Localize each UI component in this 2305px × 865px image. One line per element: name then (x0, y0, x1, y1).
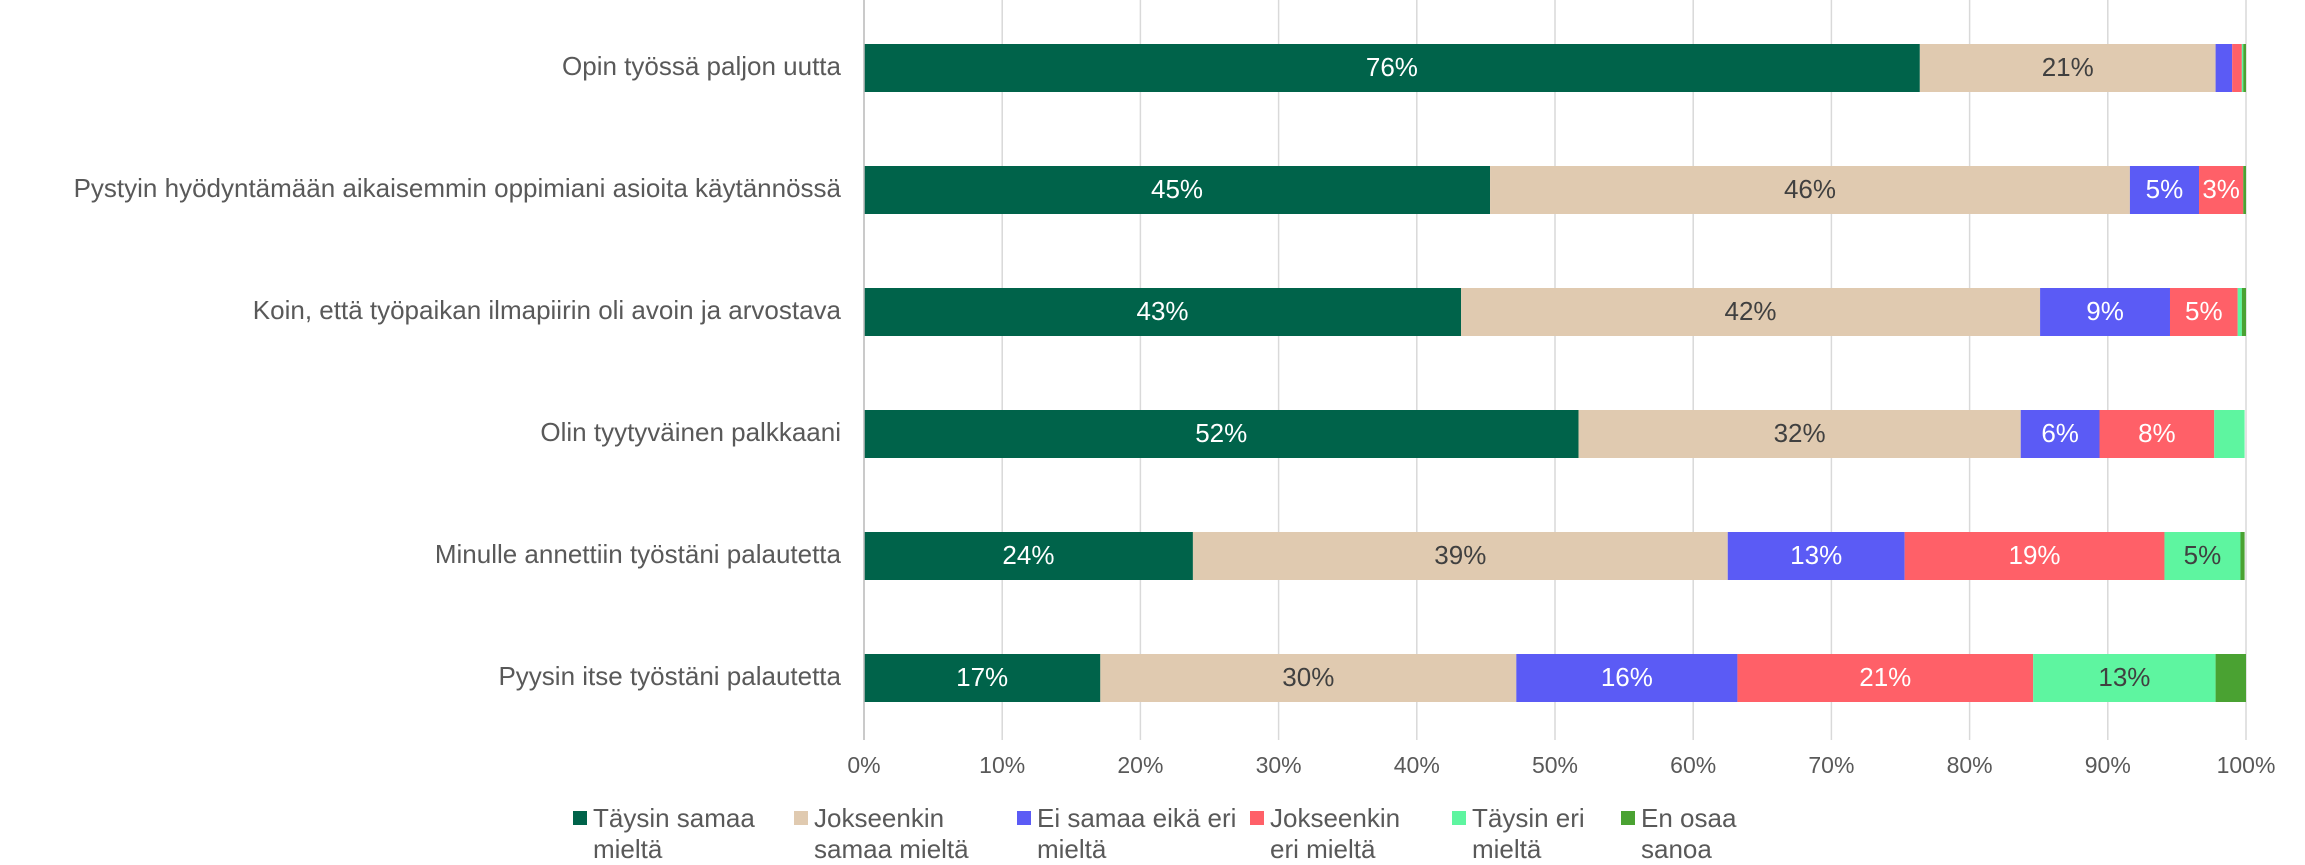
value-label: 21% (1859, 662, 1911, 692)
value-label: 52% (1195, 418, 1247, 448)
x-tick-label: 10% (979, 752, 1025, 778)
x-tick-label: 40% (1394, 752, 1440, 778)
category-label: Pystyin hyödyntämään aikaisemmin oppimia… (74, 173, 842, 203)
value-label: 13% (1790, 540, 1842, 570)
legend-label: Täysin samaa mieltä (593, 803, 755, 864)
legend-label: En osaa sanoa (1641, 803, 1737, 864)
bar-segment (2215, 654, 2246, 702)
bar-segment (1737, 654, 2034, 702)
x-tick-label: 80% (1947, 752, 1993, 778)
bar-segment (1919, 44, 2216, 92)
bar-segment (2240, 532, 2245, 580)
bar-segment (864, 44, 1920, 92)
bar-segment (2243, 44, 2246, 92)
value-label: 32% (1774, 418, 1826, 448)
bar-segment (2241, 44, 2244, 92)
legend-swatch (1452, 811, 1466, 825)
bar-segment (2237, 288, 2242, 336)
value-label: 5% (2185, 296, 2223, 326)
legend-label: Ei samaa eikä eri mieltä (1037, 803, 1237, 864)
bar-segment (1904, 532, 2165, 580)
category-label: Koin, että työpaikan ilmapiirin oli avoi… (253, 295, 842, 325)
legend-label: Jokseenkin eri mieltä (1270, 803, 1401, 864)
value-label: 39% (1434, 540, 1486, 570)
value-label: 42% (1725, 296, 1777, 326)
value-label: 9% (2086, 296, 2124, 326)
legend-swatch (1017, 811, 1031, 825)
legend-item: Täysin samaa mieltä (573, 803, 768, 865)
value-label: 8% (2138, 418, 2176, 448)
legend-item: Ei samaa eikä eri mieltä (1017, 803, 1267, 865)
x-tick-label: 90% (2085, 752, 2131, 778)
value-label: 6% (2041, 418, 2079, 448)
bar-segment (2040, 288, 2170, 336)
legend-item: En osaa sanoa (1621, 803, 1761, 865)
category-label: Minulle annettiin työstäni palautetta (435, 539, 842, 569)
x-tick-label: 30% (1256, 752, 1302, 778)
category-label: Pyysin itse työstäni palautetta (498, 661, 841, 691)
bar-segment (2199, 166, 2244, 214)
bar-segment (2164, 532, 2241, 580)
value-label: 24% (1002, 540, 1054, 570)
legend-swatch (794, 811, 808, 825)
value-label: 21% (2042, 52, 2094, 82)
value-label: 19% (2009, 540, 2061, 570)
bar-segment (1516, 654, 1738, 702)
bar-segment (864, 288, 1462, 336)
category-label: Olin tyytyväinen palkkaani (540, 417, 841, 447)
legend-label: Täysin eri mieltä (1472, 803, 1585, 864)
value-label: 45% (1151, 174, 1203, 204)
value-label: 17% (956, 662, 1008, 692)
legend-swatch (1621, 811, 1635, 825)
value-label: 46% (1784, 174, 1836, 204)
bar-segment (1578, 410, 2021, 458)
x-tick-label: 20% (1117, 752, 1163, 778)
bar-segment (2232, 44, 2242, 92)
value-label: 43% (1136, 296, 1188, 326)
legend-swatch (573, 811, 587, 825)
x-tick-label: 0% (847, 752, 880, 778)
bar-segment (2215, 44, 2233, 92)
value-label: 5% (2184, 540, 2222, 570)
bar-segment (1192, 532, 1728, 580)
bar-segment (2129, 166, 2200, 214)
x-tick-label: 70% (1808, 752, 1854, 778)
bar-segment (1461, 288, 2041, 336)
bar-segment (2241, 288, 2246, 336)
value-label: 3% (2202, 174, 2240, 204)
bar-segment (864, 410, 1579, 458)
bar-segment (2020, 410, 2100, 458)
legend-item: Jokseenkin eri mieltä (1250, 803, 1420, 865)
value-label: 30% (1282, 662, 1334, 692)
bar-segment (1100, 654, 1517, 702)
value-label: 13% (2098, 662, 2150, 692)
bar-segment (2033, 654, 2216, 702)
category-label: Opin työssä paljon uutta (562, 51, 841, 81)
value-label: 16% (1601, 662, 1653, 692)
bar-segment (2243, 166, 2246, 214)
bar-segment (864, 166, 1491, 214)
bar-segment (2169, 288, 2238, 336)
legend-swatch (1250, 811, 1264, 825)
value-label: 5% (2146, 174, 2184, 204)
bar-segment (2214, 410, 2245, 458)
legend-item: Täysin eri mieltä (1452, 803, 1602, 865)
bar-segment (1490, 166, 2130, 214)
bar-segment (864, 654, 1101, 702)
x-tick-label: 50% (1532, 752, 1578, 778)
x-tick-label: 60% (1670, 752, 1716, 778)
value-label: 76% (1366, 52, 1418, 82)
bar-segment (1727, 532, 1905, 580)
legend-label: Jokseenkin samaa mieltä (814, 803, 969, 864)
bar-segment (2099, 410, 2215, 458)
x-tick-label: 100% (2217, 752, 2276, 778)
legend-item: Jokseenkin samaa mieltä (794, 803, 989, 865)
bar-segment (864, 532, 1193, 580)
